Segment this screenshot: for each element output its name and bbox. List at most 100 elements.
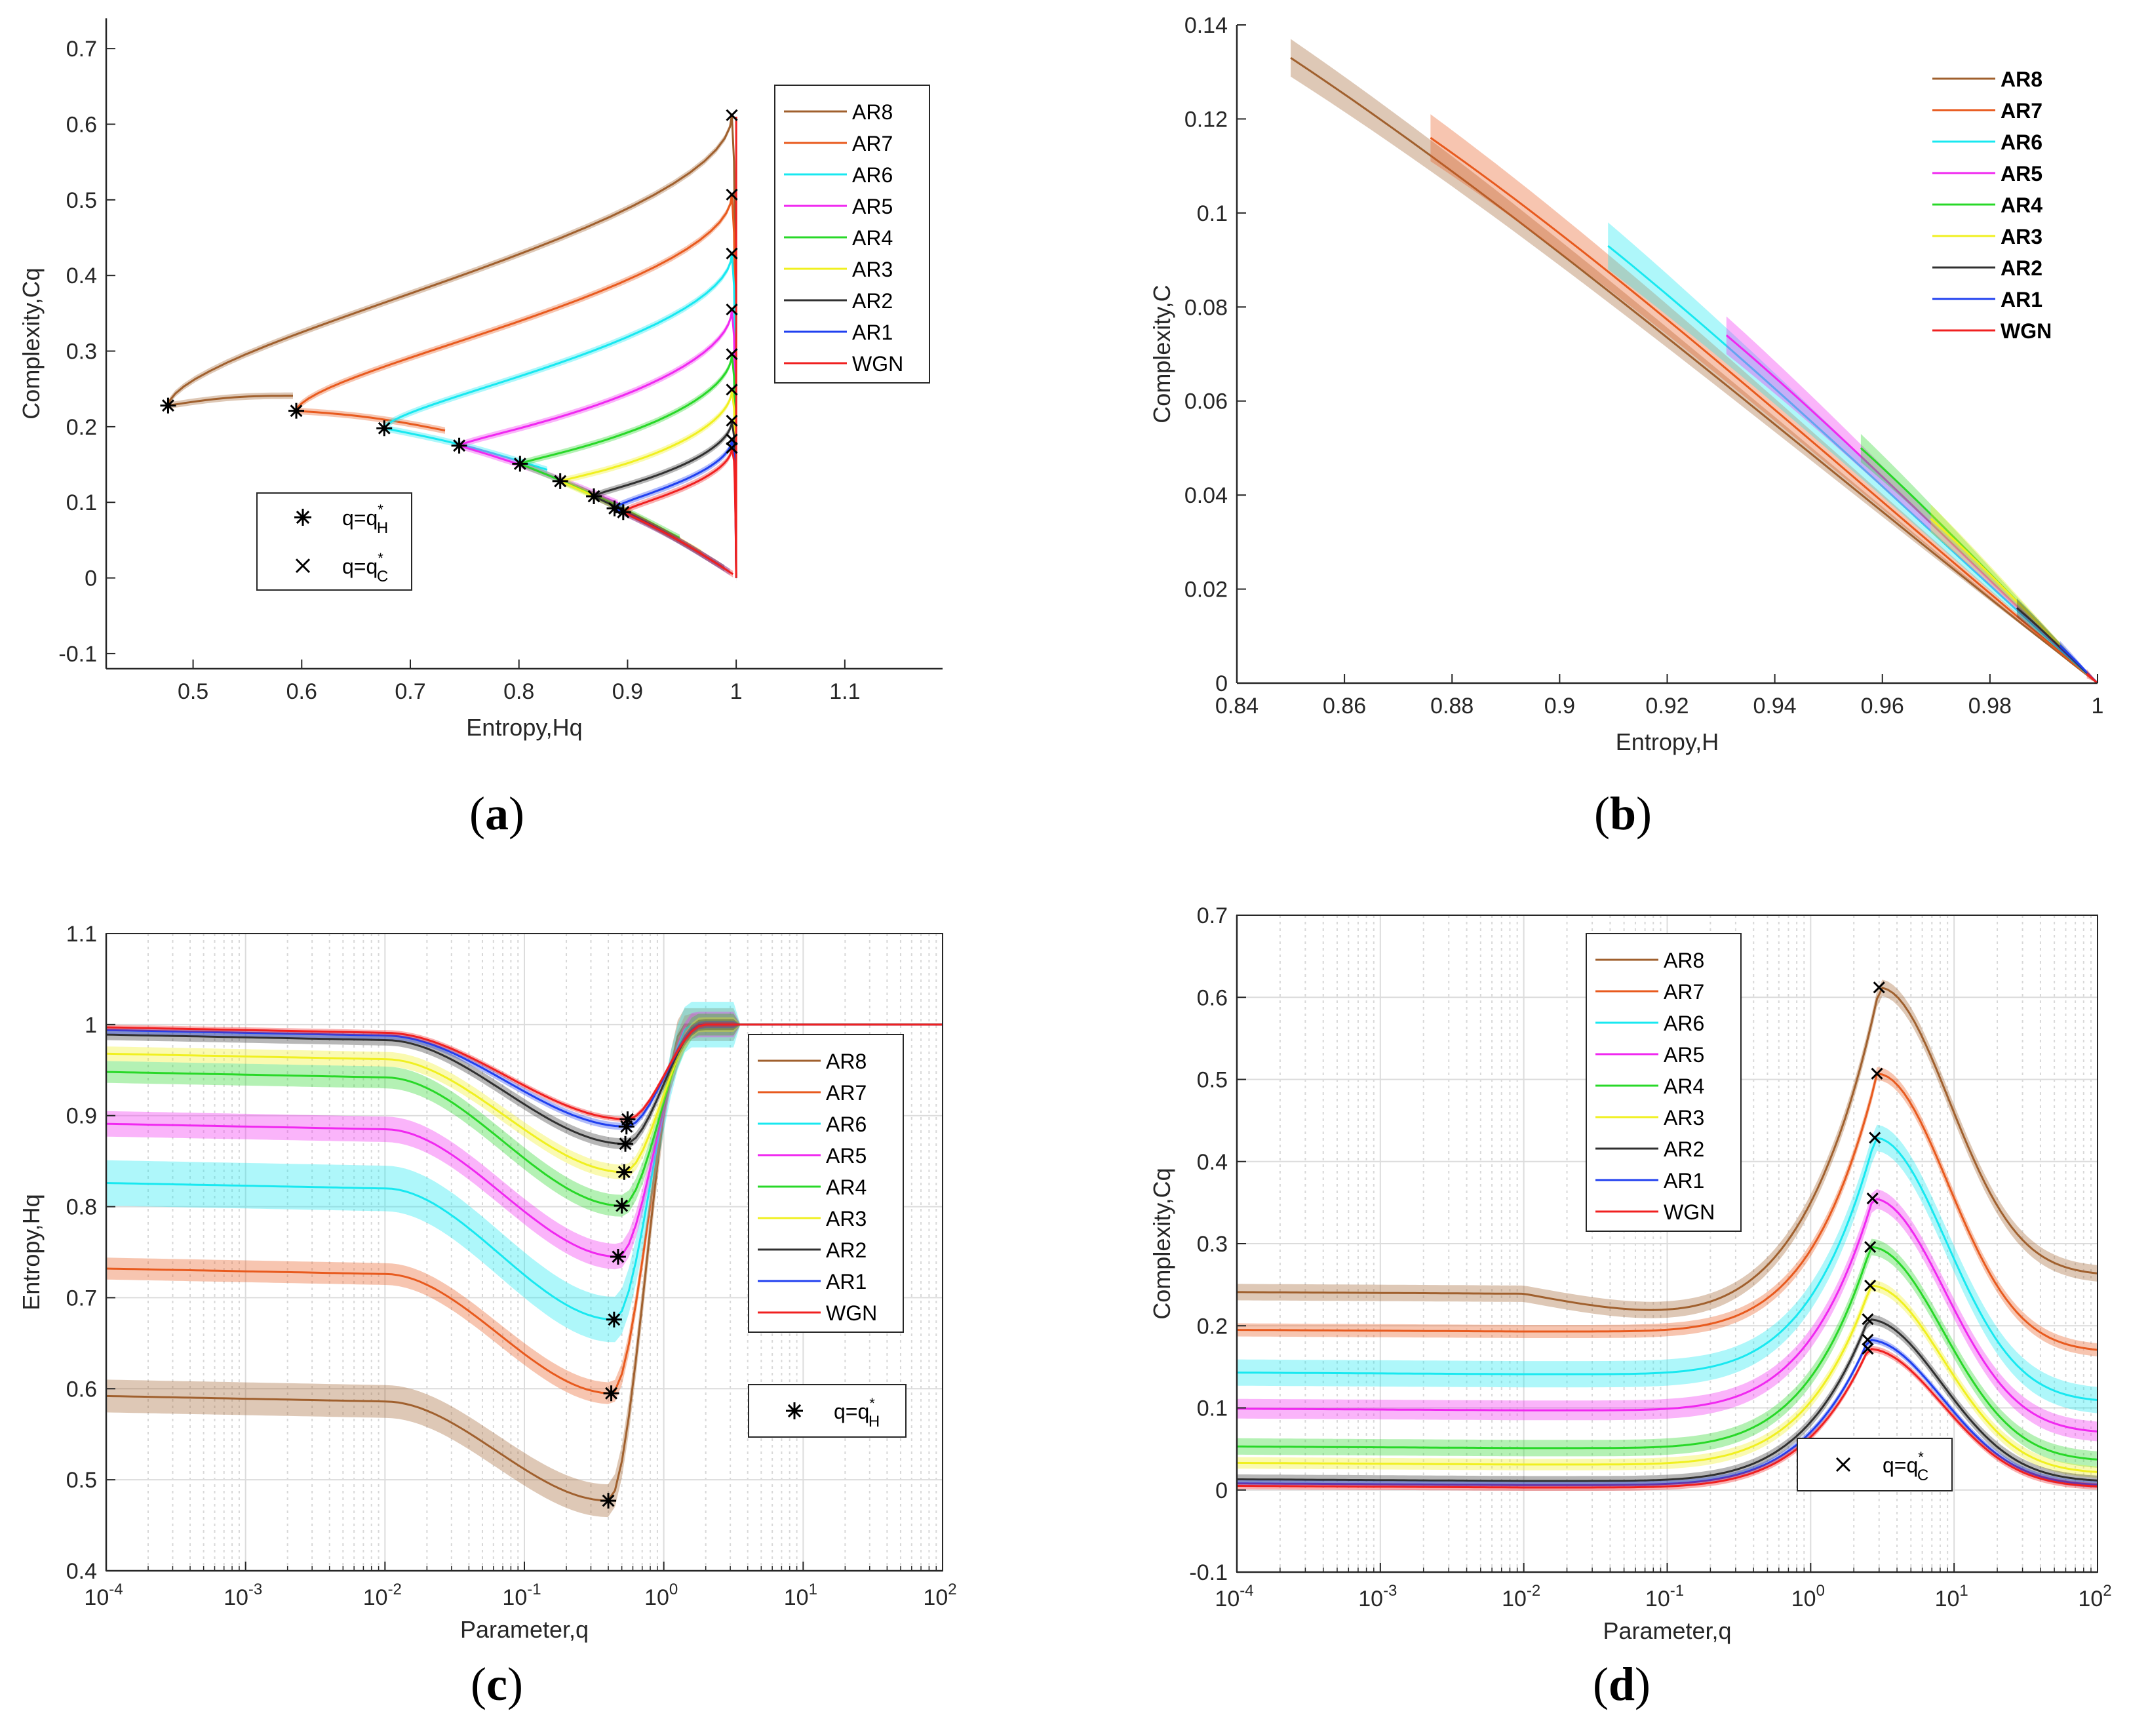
star-marker (614, 1198, 630, 1214)
legend-box (748, 1034, 904, 1333)
y-tick-label: 0.5 (1197, 1068, 1228, 1093)
x-tick-label: 0.98 (1968, 694, 2012, 719)
x-tick-label: 102 (2078, 1582, 2111, 1611)
x-tick-label: 0.7 (395, 679, 425, 704)
series-band-AR7 (1430, 114, 2098, 684)
series-line-WGN (2086, 673, 2099, 684)
y-tick-label: 0.1 (1197, 201, 1228, 226)
cross-marker (726, 304, 738, 316)
y-tick-label: 0.6 (1197, 985, 1228, 1010)
star-marker (451, 437, 467, 454)
x-tick-label: 10-1 (1645, 1582, 1684, 1611)
star-marker (616, 1164, 633, 1180)
legend-box (1923, 52, 2078, 350)
star-marker (512, 456, 528, 472)
cross-marker (1862, 1313, 1874, 1326)
x-tick-label: 1 (2092, 694, 2104, 719)
x-tick-label: 10-3 (1358, 1582, 1397, 1611)
star-marker (618, 1118, 635, 1135)
y-tick-label: 0.7 (66, 1286, 97, 1311)
legend-label: AR6 (1664, 1012, 1704, 1035)
series-band-AR5 (106, 1012, 943, 1270)
series-line-AR7 (294, 194, 737, 578)
legend-label: AR7 (2001, 99, 2042, 123)
marker-legend: q=q* C (1797, 1438, 1953, 1491)
y-tick-label: 0 (85, 566, 97, 591)
series-line-AR6 (1236, 1136, 2098, 1401)
series-band-AR5 (1726, 316, 2098, 684)
cross-marker (726, 188, 738, 201)
star-marker (600, 1493, 617, 1509)
legend: AR8 AR7 AR6 AR5 AR4 AR3 AR2 AR1 WGN (774, 85, 930, 384)
series-line-AR1 (1236, 1339, 2098, 1486)
series-band-AR4 (1860, 433, 2098, 683)
x-tick-label: 10-3 (224, 1581, 262, 1610)
legend-label: AR2 (852, 289, 893, 313)
axes: 0 0.02 0.04 0.06 0.08 0.1 0.12 0.14 0.84 0.86 0.88… (1148, 13, 2103, 755)
legend-label: AR5 (2001, 162, 2042, 186)
chart-b-svg: 0 0.02 0.04 0.06 0.08 0.1 0.12 0.14 0.84 0.86 0.88… (1148, 13, 2103, 755)
markers (600, 1111, 636, 1509)
x-tick-label: 10-2 (363, 1581, 402, 1610)
x-axis-label: Parameter,q (460, 1616, 589, 1643)
series-line-AR7 (1430, 136, 2098, 684)
cross-marker (726, 348, 738, 361)
y-tick-label: 0.8 (66, 1195, 97, 1220)
legend-label: AR4 (2001, 193, 2042, 217)
star-marker (586, 488, 602, 505)
marker-legend-label: q=q* C (342, 550, 388, 585)
y-tick-label: 0.02 (1184, 578, 1228, 602)
x-axis-label: Parameter,q (1603, 1617, 1731, 1644)
series-band-WGN (623, 444, 737, 582)
cross-marker (1864, 1279, 1877, 1292)
legend-label: AR7 (852, 132, 893, 155)
series-line-AR3 (1236, 1284, 2098, 1473)
y-tick-label: 0.4 (66, 264, 97, 288)
y-tick-label: 0.08 (1184, 295, 1228, 320)
series-line-WGN (1237, 1348, 2098, 1489)
legend-box (1586, 933, 1742, 1232)
x-tick-label: 1 (730, 679, 743, 704)
x-tick-label: 100 (1791, 1582, 1825, 1611)
series-group (106, 1002, 943, 1518)
chart-d-svg: -0.1 0 0.1 0.2 0.3 0.4 0.5 0.6 0.7 10-4 10-3 10-2 10… (1148, 903, 2112, 1644)
series-band-AR3 (1237, 1280, 2098, 1478)
x-tick-label: 0.94 (1753, 694, 1797, 719)
x-axis-label: Entropy,Hq (466, 714, 582, 741)
chart-panel-b: 0 0.02 0.04 0.06 0.08 0.1 0.12 0.14 0.84 0.86 0.88… (1064, 0, 2129, 868)
x-tick-label: 0.6 (286, 679, 317, 704)
y-tick-label: 0.4 (66, 1559, 97, 1584)
cross-marker (1873, 981, 1885, 994)
y-tick-label: 0.6 (66, 112, 97, 137)
legend-label: WGN (1664, 1200, 1715, 1224)
y-tick-label: 0.9 (66, 1104, 97, 1129)
legend-label: AR4 (1664, 1075, 1704, 1098)
series-line-AR6 (382, 253, 737, 578)
series-line-AR6 (1607, 245, 2098, 684)
legend-label: WGN (852, 352, 903, 376)
x-tick-label: 0.5 (178, 679, 208, 704)
y-tick-label: 0.04 (1184, 483, 1228, 508)
caption-b: (b) (1593, 787, 1652, 840)
cross-marker (1871, 1067, 1883, 1080)
star-marker (606, 1311, 622, 1328)
y-tick-label: 0 (1215, 1478, 1228, 1503)
markers (1862, 981, 1885, 1355)
legend-label: AR8 (826, 1050, 867, 1073)
y-tick-label: 0.5 (66, 188, 97, 213)
chart-panel-d: -0.1 0 0.1 0.2 0.3 0.4 0.5 0.6 0.7 10-4 10-3 10-2 10… (1064, 868, 2129, 1736)
x-tick-label: 1.1 (829, 679, 860, 704)
series-line-AR8 (166, 115, 737, 578)
cross-marker (1864, 1240, 1877, 1253)
x-tick-label: 0.92 (1645, 694, 1689, 719)
y-tick-label: 1.1 (66, 922, 97, 947)
legend-label: AR5 (852, 195, 893, 218)
grid (1237, 915, 2098, 1573)
x-tick-label: 100 (644, 1581, 678, 1610)
cross-marker (726, 247, 738, 260)
legend-label: WGN (826, 1301, 877, 1325)
series-line-AR8 (1237, 986, 2098, 1311)
legend-label: AR2 (1664, 1137, 1704, 1161)
legend-label: AR8 (2001, 68, 2042, 91)
legend-label: AR6 (852, 163, 893, 187)
